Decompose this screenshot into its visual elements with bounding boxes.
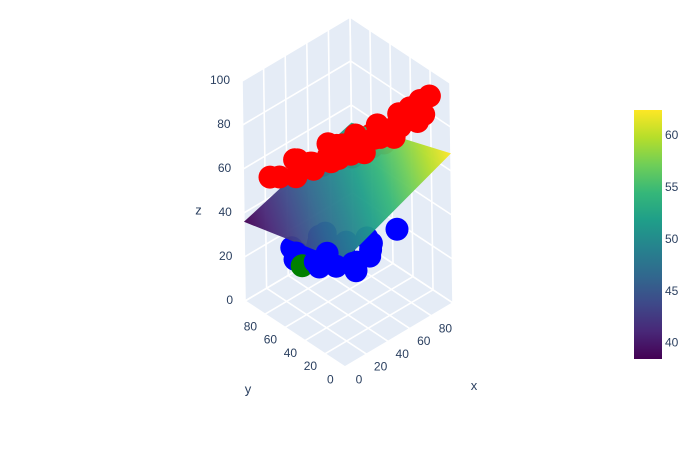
colorbar-tick-label: 60 [665,128,679,142]
scatter-point [284,165,308,189]
scatter-point [417,84,441,108]
z-tick-label: 80 [217,117,231,131]
scatter-point [302,157,326,181]
colorbar-tick-label: 40 [665,336,679,350]
x-tick-label: 80 [439,321,453,335]
y-tick-label: 60 [264,333,278,347]
plot-marks [243,84,451,283]
scatter-point [268,165,291,189]
axis-tick-labels: 0 20 40 60 80 0 20 40 60 80 0 20 40 60 80 100 [210,73,452,386]
z-tick-label: 60 [218,161,232,175]
colorbar-tick-label: 55 [665,180,679,194]
y-axis-title: y [245,381,252,396]
y-tick-label: 40 [284,346,298,360]
y-tick-label: 0 [327,372,334,386]
y-tick-label: 80 [244,319,258,333]
scatter-point [385,217,409,241]
x-axis-title: x [471,378,478,393]
z-tick-label: 100 [210,73,230,87]
scatter-point [331,133,354,157]
scatter-point [365,113,389,137]
x-tick-label: 40 [396,347,410,361]
y-tick-label: 20 [304,359,318,373]
z-tick-label: 20 [219,249,233,263]
scatter-point [344,259,368,283]
colorbar-ramp [634,110,662,359]
scatter-point [398,96,422,120]
z-tick-label: 0 [226,293,233,307]
gridline [241,16,451,84]
axis-titles: x y z [195,202,478,396]
colorbar-tick-label: 45 [665,284,679,298]
surface-plane [243,122,451,262]
z-axis-title: z [195,202,202,217]
scatter-point [307,255,331,279]
colorbar-tick-label: 50 [665,232,679,246]
x-tick-label: 20 [374,360,388,374]
scatter-point [324,254,348,278]
x-tick-label: 60 [417,334,431,348]
x-tick-label: 0 [356,372,363,386]
colorbar: 40 45 50 55 60 [634,110,679,359]
z-tick-label: 40 [218,205,232,219]
